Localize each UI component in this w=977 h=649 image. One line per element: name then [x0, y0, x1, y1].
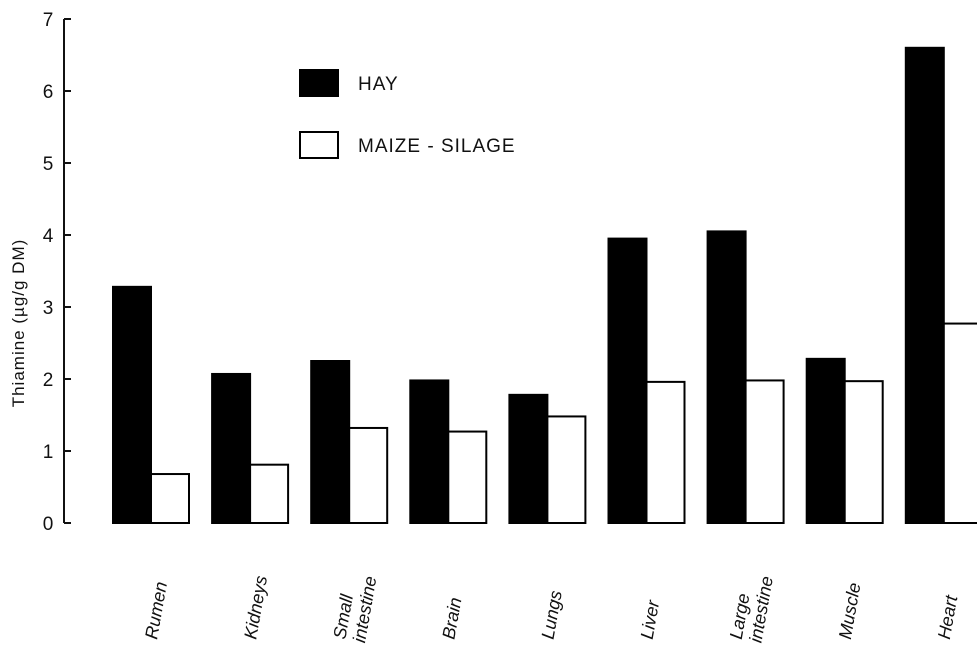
bar-maize-silage [942, 322, 977, 524]
bar-hay [508, 393, 549, 524]
bar-maize-silage [150, 473, 190, 525]
bar-hay [904, 46, 945, 525]
category-label: Rumen [141, 580, 171, 641]
legend-swatch-hay [299, 69, 339, 97]
category-label: Smallintestine [329, 571, 380, 644]
bar-hay [607, 237, 648, 524]
y-tick-label: 3 [43, 298, 54, 319]
x-axis-labels: Rumen Kidneys Smallintestine Brain Lungs Live… [141, 571, 962, 644]
bars [112, 46, 977, 525]
y-tick-label: 4 [43, 226, 54, 247]
y-axis-label: Thiamine (µg/g DM) [9, 239, 28, 408]
bar-hay [805, 357, 846, 524]
bar-hay [310, 360, 351, 524]
y-axis: 0 1 2 3 4 5 6 7 [43, 10, 71, 535]
category-label: Lungs [538, 589, 566, 641]
category-label: Largeintestine [726, 571, 777, 644]
bar-maize-silage [744, 379, 785, 524]
legend: HAY MAIZE - SILAGE [299, 69, 516, 159]
y-tick-label: 6 [43, 82, 54, 103]
y-tick-label: 1 [43, 442, 54, 463]
bar-hay [112, 285, 152, 524]
legend-label: HAY [358, 74, 399, 95]
bar-hay [409, 379, 450, 524]
bar-hay [211, 372, 252, 524]
bar-maize-silage [645, 380, 686, 524]
category-label: Kidneys [240, 574, 271, 641]
category-label: Liver [637, 598, 664, 641]
category-label: Heart [934, 593, 962, 641]
y-tick-label: 0 [43, 514, 54, 535]
y-tick-label: 7 [43, 10, 54, 31]
category-label: Muscle [835, 581, 865, 641]
bar-maize-silage [843, 380, 884, 524]
bar-maize-silage [348, 426, 389, 524]
bar-maize-silage [447, 430, 488, 524]
y-tick-label: 2 [43, 370, 54, 391]
legend-label: MAIZE - SILAGE [358, 136, 516, 157]
bar-maize-silage [546, 415, 587, 524]
legend-swatch-maize-silage [299, 131, 339, 159]
y-tick-label: 5 [43, 154, 54, 175]
bar-hay [706, 230, 747, 524]
category-label: Brain [439, 596, 466, 641]
bar-maize-silage [249, 463, 290, 524]
